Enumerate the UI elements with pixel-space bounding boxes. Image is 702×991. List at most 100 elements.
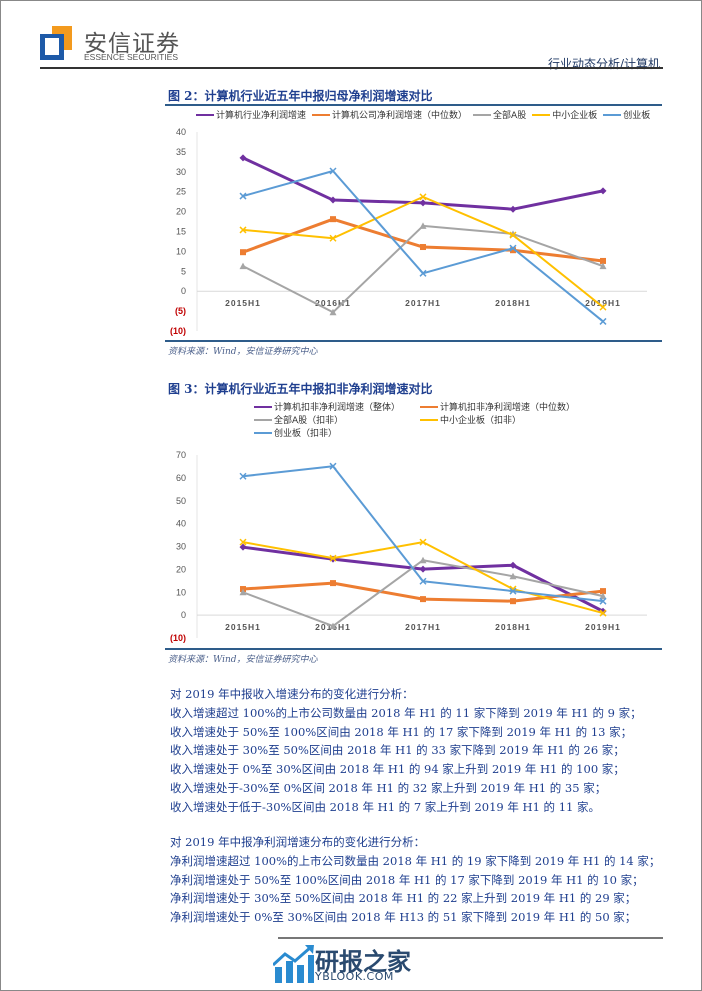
data-point [239, 538, 247, 546]
logo-en-text: ESSENCE SECURITIES [84, 52, 178, 62]
series-2 [239, 556, 607, 630]
legend-swatch [312, 113, 331, 116]
y-tick-label: 40 [176, 519, 186, 529]
legend-swatch [420, 418, 438, 421]
data-point [330, 216, 336, 223]
data-point [419, 199, 427, 207]
legend-item: 中小企业板（扣非） [420, 413, 580, 426]
series-4 [239, 167, 607, 325]
data-point [600, 257, 606, 264]
data-point [239, 588, 247, 596]
data-point [420, 596, 426, 603]
data-point [239, 262, 247, 270]
legend-label: 中小企业板（扣非） [440, 416, 522, 426]
essence-logo-icon [40, 26, 72, 60]
y-tick-label: 20 [176, 564, 186, 574]
legend-item: 全部A股 [473, 108, 526, 121]
x-tick-label: 2015H1 [225, 298, 261, 308]
data-point [599, 303, 607, 311]
data-point [419, 193, 427, 201]
data-point [420, 244, 426, 251]
legend-label: 创业板（扣非） [274, 429, 338, 439]
profit-line: 净利润增速处于 30%至 50%区间由 2018 年 H1 的 22 家上升到 … [170, 891, 637, 906]
y-tick-label: 70 [176, 450, 186, 460]
figure2-bottom-divider [165, 340, 662, 342]
y-tick-label: 35 [176, 147, 186, 157]
data-point [599, 609, 607, 617]
data-point [509, 244, 517, 252]
x-tick-label: 2019H1 [585, 622, 621, 632]
x-tick-label: 2015H1 [225, 622, 261, 632]
watermark-en: YBLOOK.COM [315, 970, 394, 983]
x-tick-label: 2018H1 [495, 298, 531, 308]
data-point [329, 234, 337, 242]
y-tick-label: 60 [176, 473, 186, 483]
y-tick-label: 30 [176, 167, 186, 177]
y-tick-label: 30 [176, 542, 186, 552]
legend-item: 计算机扣非净利润增速（整体） [254, 400, 414, 413]
legend-label: 全部A股（扣非） [274, 416, 344, 426]
data-point [509, 205, 517, 213]
legend-item: 创业板（扣非） [254, 426, 414, 439]
legend-swatch [196, 113, 214, 116]
revenue-intro: 对 2019 年中报收入增速分布的变化进行分析： [170, 687, 414, 701]
legend-item: 全部A股（扣非） [254, 413, 414, 426]
figure2-source: 资料来源：Wind，安信证券研究中心 [168, 347, 318, 357]
revenue-line: 收入增速处于-30%至 0%区间 2018 年 H1 的 32 家上升到 201… [170, 780, 607, 795]
revenue-analysis: 对 2019 年中报收入增速分布的变化进行分析： 收入增速超过 100%的上市公… [170, 685, 642, 817]
revenue-line: 收入增速超过 100%的上市公司数量由 2018 年 H1 的 11 家下降到 … [170, 705, 642, 720]
profit-line: 净利润增速超过 100%的上市公司数量由 2018 年 H1 的 19 家下降到… [170, 853, 661, 868]
data-point [330, 580, 336, 587]
data-point [509, 572, 517, 580]
y-tick-label: (5) [175, 306, 186, 316]
data-point [329, 554, 337, 562]
data-point [329, 462, 337, 470]
data-point [329, 196, 337, 204]
legend-label: 全部A股 [493, 111, 527, 121]
legend-label: 计算机公司净利润增速（中位数） [332, 111, 468, 121]
data-point [599, 317, 607, 325]
data-point [239, 543, 247, 551]
figure2-chart: 40 35 30 25 20 15 10 5 0 (5) (10) 2015H1 2016H1 2017H… [170, 127, 647, 336]
legend-swatch [603, 113, 622, 116]
revenue-line: 收入增速处于低于-30%区间由 2018 年 H1 的 7 家上升到 2019 … [170, 799, 600, 814]
series-1 [240, 216, 606, 264]
data-point [599, 607, 607, 615]
figure3-title: 图 3：计算机行业近五年中报扣非净利润增速对比 [168, 382, 433, 396]
y-tick-label: 40 [176, 127, 186, 137]
data-point [329, 167, 337, 175]
data-point [599, 597, 607, 605]
data-point [509, 561, 517, 569]
legend-item: 计算机扣非净利润增速（中位数） [420, 400, 580, 413]
y-tick-label: 10 [176, 587, 186, 597]
series-3 [239, 538, 607, 617]
legend-swatch [254, 418, 272, 421]
legend-item: 创业板 [603, 108, 650, 121]
y-tick-label: 5 [181, 266, 186, 276]
x-tick-label: 2019H1 [585, 298, 621, 308]
legend-swatch [254, 405, 272, 408]
revenue-line: 收入增速处于 30%至 50%区间由 2018 年 H1 的 33 家下降到 2… [170, 743, 625, 758]
y-tick-label: 10 [176, 246, 186, 256]
data-point [419, 556, 427, 564]
legend-label: 中小企业板 [552, 111, 598, 121]
yblook-logo-icon [273, 945, 314, 983]
legend-label: 计算机扣非净利润增速（整体） [274, 403, 401, 413]
x-tick-label: 2016H1 [315, 298, 351, 308]
profit-analysis: 对 2019 年中报净利润增速分布的变化进行分析： 净利润增速超过 100%的上… [170, 833, 660, 927]
data-point [239, 154, 247, 162]
y-tick-label: 25 [176, 187, 186, 197]
y-tick-label: 50 [176, 496, 186, 506]
data-point [509, 587, 517, 595]
y-tick-label: (10) [170, 633, 186, 643]
legend-swatch [254, 431, 272, 434]
revenue-line: 收入增速处于 50%至 100%区间由 2018 年 H1 的 17 家下降到 … [170, 724, 633, 739]
legend-label: 计算机行业净利润增速 [216, 111, 307, 121]
y-tick-label: (10) [170, 326, 186, 336]
legend-swatch [532, 113, 551, 116]
series-2 [239, 222, 607, 316]
figure2-legend: 计算机行业净利润增速 计算机公司净利润增速（中位数） 全部A股 中小企业板 创业板 [196, 108, 666, 121]
figure3-source: 资料来源：Wind，安信证券研究中心 [168, 655, 318, 665]
revenue-line: 收入增速处于 0%至 30%区间由 2018 年 H1 的 94 家上升到 20… [170, 762, 625, 777]
data-point [509, 231, 517, 239]
